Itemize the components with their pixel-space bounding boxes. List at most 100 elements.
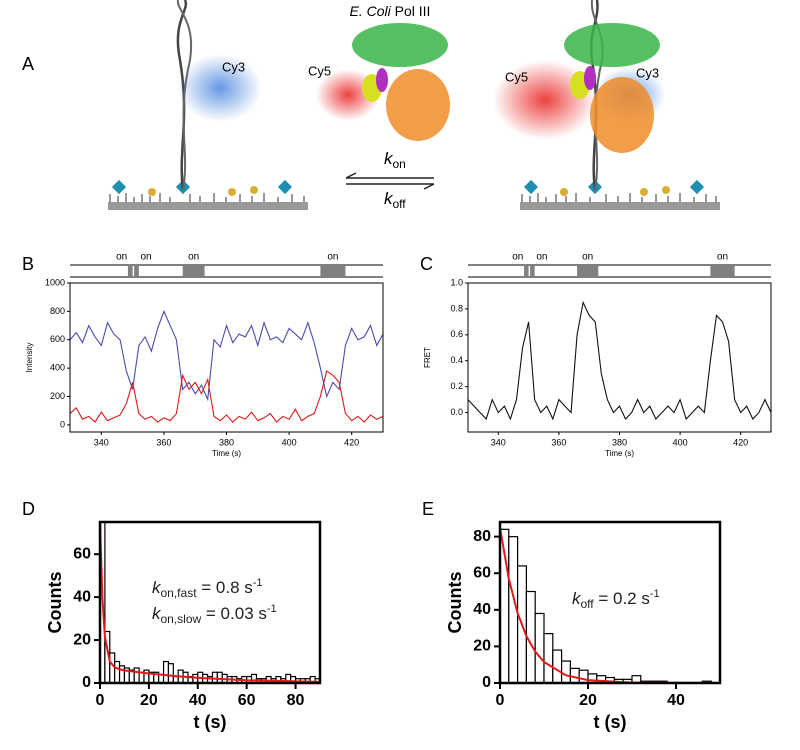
x-tick-label: 340	[491, 437, 506, 447]
state-label: on	[512, 252, 523, 263]
y-tick-label: 0	[82, 674, 91, 691]
plot-frame	[69, 282, 384, 433]
panel-label: A	[22, 54, 34, 74]
annotation-sup: -1	[267, 603, 277, 615]
plot-frame	[467, 282, 772, 433]
annotation-text: = 0.2 s	[594, 589, 650, 608]
dye-label: Cy5	[308, 63, 331, 78]
x-tick-label: 360	[156, 437, 171, 447]
x-tick-label: 380	[219, 437, 234, 447]
polymer	[521, 193, 717, 202]
dye-label: Cy3	[636, 65, 659, 80]
y-tick-label: 600	[50, 334, 65, 344]
y-tick-label: 0.0	[450, 407, 463, 417]
annotation-k: k	[572, 589, 582, 608]
y-tick-label: 0	[482, 674, 491, 691]
annotation: koff = 0.2 s-1	[572, 588, 660, 611]
hist-bar	[250, 673, 258, 684]
y-tick-label: 0	[60, 419, 65, 429]
state-label: on	[116, 252, 127, 263]
y-tick-label: 200	[50, 391, 65, 401]
state-label: on	[327, 252, 338, 263]
x-tick-label: 360	[551, 437, 566, 447]
annotation-k: k	[152, 604, 162, 623]
x-tick-label: 420	[344, 437, 359, 447]
state-bar	[530, 265, 535, 277]
x-tick-label: 400	[673, 437, 688, 447]
state-bar	[182, 265, 205, 277]
hist-bar	[162, 660, 170, 684]
hist-bar	[167, 663, 174, 684]
surface	[520, 202, 720, 210]
y-tick-label: 800	[50, 306, 65, 316]
state-bar	[127, 265, 133, 277]
y-tick-label: 0.6	[450, 329, 463, 339]
annotation-sub: on,slow	[161, 612, 202, 626]
title-italic: E. Coli	[350, 3, 392, 19]
hist-bar	[534, 612, 545, 684]
hist-bar	[578, 669, 589, 684]
panel-label: B	[22, 254, 34, 274]
fit-curve	[500, 527, 720, 683]
x-tick-label: 340	[94, 437, 109, 447]
hist-bar	[543, 633, 554, 684]
y-tick-label: 20	[473, 638, 491, 655]
x-tick-label: 380	[612, 437, 627, 447]
x-axis-label: t (s)	[594, 712, 627, 732]
y-tick-label: 1000	[45, 277, 65, 287]
rate-sub: on	[393, 157, 406, 171]
trace	[468, 300, 771, 421]
plot-frame	[98, 520, 322, 685]
hist-bar	[114, 660, 121, 684]
hist-bar	[587, 673, 598, 684]
protein-title: E. Coli Pol III	[350, 3, 431, 19]
y-tick-label: 0.2	[450, 381, 463, 391]
y-tick-label: 40	[73, 588, 91, 605]
fit-curve	[100, 522, 320, 683]
state-label: on	[141, 252, 152, 263]
x-tick-label: 0	[496, 692, 505, 709]
y-axis-label: Intensity	[25, 343, 34, 373]
x-tick-label: 20	[579, 692, 597, 709]
annotation-k: k	[152, 578, 162, 597]
state-bar	[710, 265, 735, 277]
y-axis-label: FRET	[423, 347, 432, 368]
trace	[70, 309, 383, 402]
panel-label: C	[420, 254, 433, 274]
y-axis-label: Counts	[45, 572, 65, 634]
state-bar	[524, 265, 529, 277]
x-tick-label: 20	[140, 692, 158, 709]
rate-label: koff	[384, 189, 406, 211]
rate-k: k	[384, 189, 394, 208]
x-tick-label: 400	[282, 437, 297, 447]
state-bar	[134, 265, 139, 277]
annotation-text: = 0.8 s	[197, 578, 253, 597]
y-tick-label: 60	[473, 564, 491, 581]
state-label: on	[582, 252, 593, 263]
y-tick-label: 1.0	[450, 277, 463, 287]
hist-bar	[138, 671, 145, 684]
x-axis-label: t (s)	[194, 712, 227, 732]
annotation-sub: off	[581, 597, 595, 611]
title-rest: Pol III	[391, 3, 431, 19]
annotation-text: = 0.03 s	[201, 604, 267, 623]
y-tick-label: 60	[73, 545, 91, 562]
y-tick-label: 40	[473, 601, 491, 618]
panel-a-art	[108, 0, 720, 210]
state-label: on	[717, 252, 728, 263]
annotation-sup: -1	[650, 588, 660, 600]
state-bar	[577, 265, 599, 277]
hist-bar	[552, 649, 563, 684]
panel-label: D	[22, 499, 35, 519]
plot-frame	[498, 520, 722, 685]
y-axis-label: Counts	[445, 572, 465, 634]
polymer	[109, 193, 305, 202]
y-tick-label: 0.8	[450, 303, 463, 313]
state-label: on	[536, 252, 547, 263]
surface	[108, 202, 308, 210]
x-tick-label: 420	[733, 437, 748, 447]
trace	[70, 370, 383, 423]
state-bar	[320, 265, 346, 277]
